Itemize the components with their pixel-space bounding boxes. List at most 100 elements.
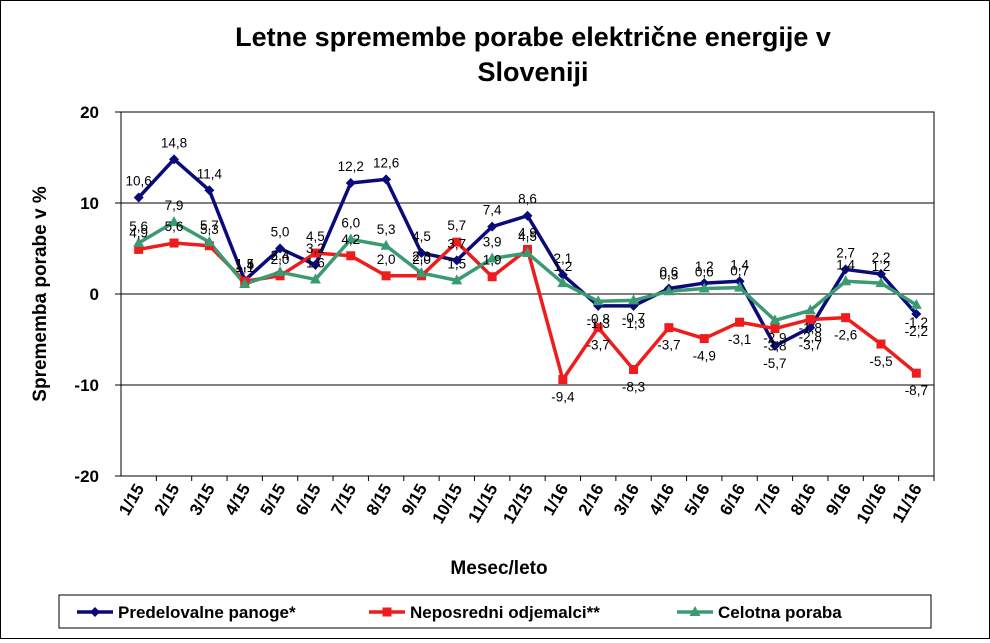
legend-swatch-marker-0 [90, 607, 100, 617]
x-tick-label: 3/15 [186, 481, 219, 519]
data-label-s2-20: 1,4 [836, 257, 855, 272]
data-label-s2-22: -1,2 [905, 315, 928, 330]
data-label-s0-1: 14,8 [161, 135, 187, 150]
x-tick-label: 10/15 [429, 481, 467, 527]
data-point-s0-20 [840, 264, 851, 275]
data-label-s2-6: 6,0 [341, 215, 360, 230]
legend-label-1: Neposredni odjemalci** [410, 603, 600, 622]
data-label-s2-3: 1,1 [235, 260, 254, 275]
data-label-s2-1: 7,9 [165, 198, 184, 213]
data-label-s0-17: 1,4 [730, 257, 749, 272]
x-tick-label: 11/15 [464, 481, 501, 527]
y-axis-label: Sprememba porabe v % [30, 186, 51, 402]
data-point-s0-22 [911, 309, 922, 320]
data-label-s1-8: 2,0 [412, 252, 431, 267]
data-point-s2-6 [345, 233, 357, 244]
data-point-s2-5 [309, 273, 321, 284]
x-axis-label: Mesec/leto [450, 558, 547, 579]
data-point-s2-15 [663, 285, 675, 296]
data-label-s0-14: -1,3 [622, 316, 645, 331]
data-point-s0-12 [557, 269, 568, 280]
data-point-s2-8 [415, 267, 427, 278]
data-label-s2-8: 2,3 [412, 249, 431, 264]
data-point-s1-16 [699, 334, 709, 344]
data-label-s1-7: 2,0 [377, 252, 396, 267]
data-label-s2-18: -2,9 [763, 330, 786, 345]
data-point-s0-19 [805, 322, 816, 333]
data-label-s0-18: -5,7 [763, 356, 786, 371]
x-tick-label: 9/16 [822, 481, 855, 519]
data-point-s0-1 [169, 154, 180, 165]
data-label-s2-0: 5,6 [129, 219, 148, 234]
data-label-s0-0: 10,6 [126, 174, 152, 189]
data-label-s1-1: 5,6 [165, 219, 184, 234]
data-label-s0-10: 7,4 [483, 203, 502, 218]
x-axis-ticks: 1/15 2/15 3/15 4/15 5/15 6/15 7/15 8/15 9/1510/1… [115, 476, 935, 527]
x-tick-label: 2/15 [150, 481, 183, 519]
data-label-s2-5: 1,6 [306, 255, 325, 270]
data-point-s2-12 [557, 277, 569, 288]
data-point-s1-6 [346, 251, 356, 261]
data-point-s1-20 [841, 313, 851, 323]
data-label-s0-16: 1,2 [695, 259, 714, 274]
data-label-s2-12: 1,2 [553, 259, 572, 274]
data-label-s0-5: 3,2 [306, 241, 325, 256]
data-label-s1-16: -4,9 [693, 349, 716, 364]
data-label-s2-13: -0,8 [587, 311, 610, 326]
data-label-s0-9: 3,7 [447, 236, 466, 251]
x-tick-label: 4/15 [221, 481, 254, 519]
data-point-s2-19 [804, 304, 816, 315]
data-point-s1-7 [381, 271, 391, 281]
y-tick-label: -20 [74, 467, 99, 486]
data-label-s1-3: 1,4 [235, 257, 254, 272]
data-label-s1-18: -3,8 [763, 339, 786, 354]
data-point-s1-0 [134, 244, 144, 254]
legend: Predelovalne panoge* Neposredni odjemalci… [77, 603, 842, 622]
x-tick-label: 1/15 [115, 481, 148, 519]
x-tick-label: 5/16 [681, 481, 714, 519]
data-label-s0-13: -1,3 [587, 316, 610, 331]
data-point-s2-20 [840, 275, 852, 286]
data-point-s0-6 [345, 177, 356, 188]
x-tick-label: 6/15 [292, 481, 325, 519]
x-tick-label: 7/16 [751, 481, 784, 519]
data-label-s2-15: 0,3 [660, 267, 679, 282]
data-point-s0-2 [204, 185, 215, 196]
y-axis-ticks: 20 10 0 -10 -20 [74, 103, 121, 486]
x-tick-label: 2/16 [575, 481, 608, 519]
x-tick-label: 9/15 [398, 481, 431, 519]
data-label-s1-0: 4,9 [129, 225, 148, 240]
data-point-s2-11 [522, 247, 533, 258]
data-point-s0-18 [769, 340, 780, 351]
data-point-s1-22 [911, 368, 921, 378]
data-label-s1-14: -8,3 [622, 380, 645, 395]
data-label-s1-4: 2,0 [271, 252, 290, 267]
data-label-s0-6: 12,2 [338, 159, 364, 174]
x-tick-label: 3/16 [610, 481, 643, 519]
data-label-s1-5: 4,5 [306, 229, 325, 244]
data-label-s1-17: -3,1 [728, 332, 751, 347]
data-label-s1-12: -9,4 [551, 390, 575, 405]
data-point-s2-1 [168, 216, 180, 227]
data-label-s1-2: 5,3 [200, 222, 219, 237]
data-point-s0-0 [133, 192, 144, 203]
data-label-s0-12: 2,1 [553, 251, 572, 266]
data-point-s1-17 [735, 317, 745, 327]
legend-swatch-marker-1 [382, 607, 392, 617]
x-tick-label: 8/16 [787, 481, 820, 519]
data-point-s1-19 [805, 314, 815, 324]
data-point-s1-9 [452, 237, 462, 247]
data-label-s0-22: -2,2 [905, 324, 928, 339]
x-tick-label: 8/15 [363, 481, 396, 519]
data-label-s0-4: 5,0 [271, 225, 290, 240]
data-point-s0-9 [451, 255, 462, 266]
data-point-s1-15 [664, 323, 674, 333]
data-point-s0-17 [734, 276, 745, 287]
data-point-s0-8 [416, 248, 427, 259]
data-label-s0-3: 1,5 [235, 256, 254, 271]
data-label-s0-8: 4,5 [412, 229, 431, 244]
data-label-s2-21: 1,2 [872, 259, 891, 274]
data-point-s1-1 [169, 238, 179, 248]
